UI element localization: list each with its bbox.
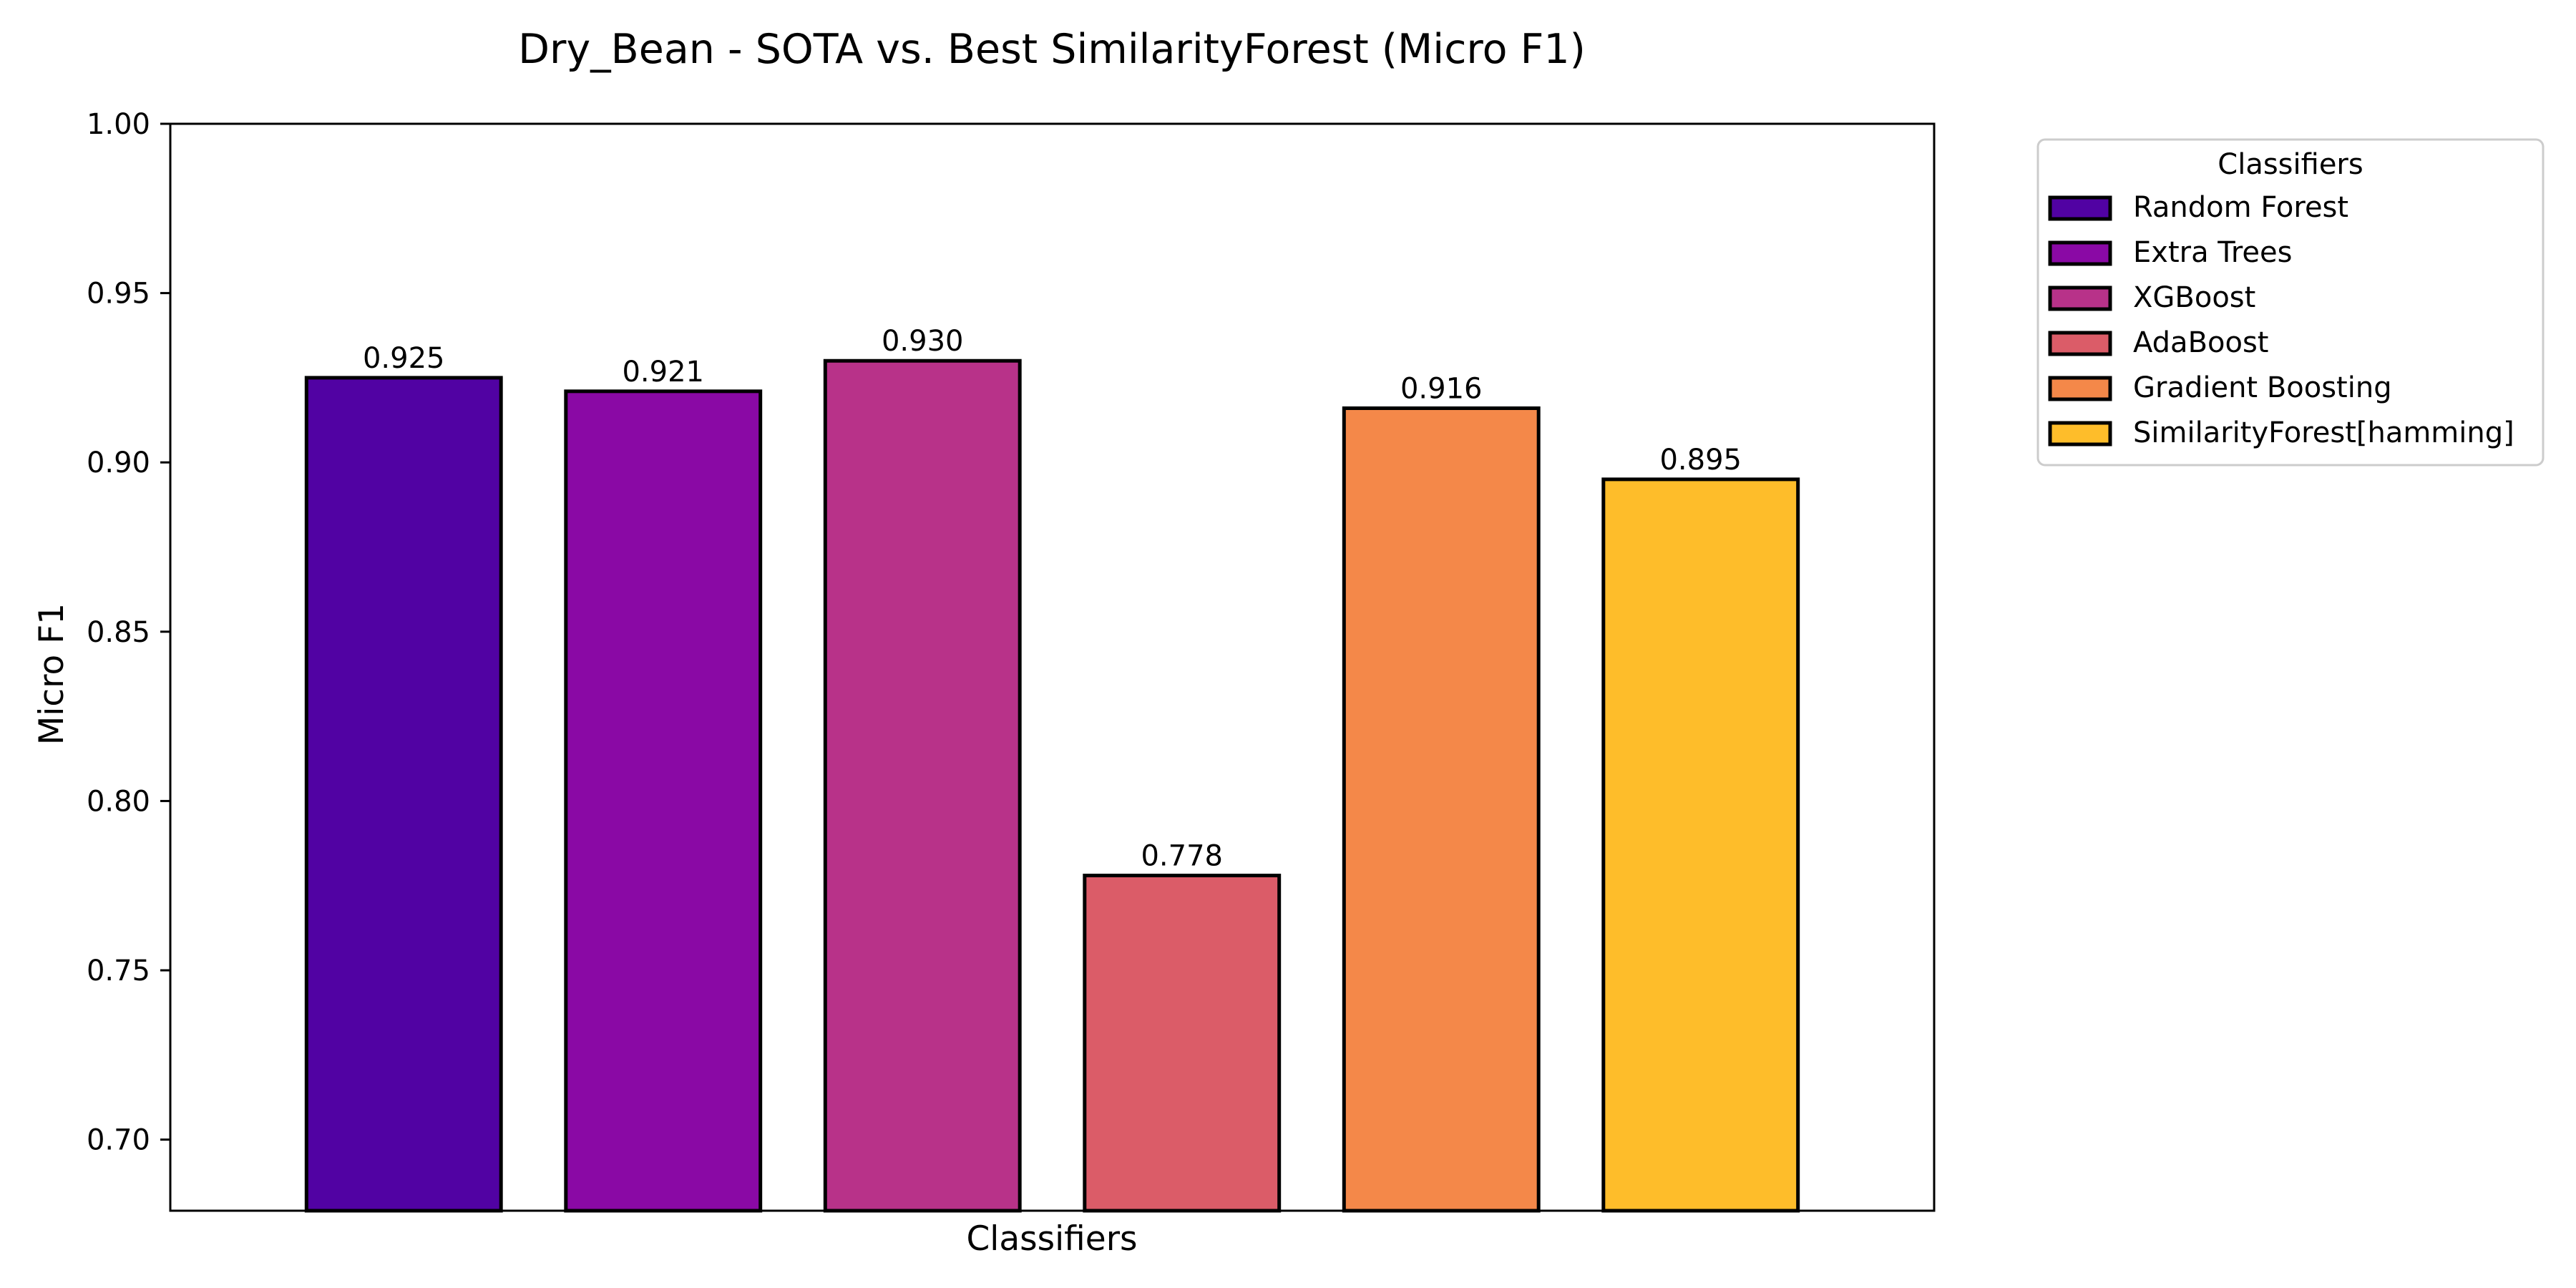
bar xyxy=(1342,406,1541,1213)
bars xyxy=(304,358,1800,1213)
y-tick-label: 0.80 xyxy=(87,785,150,818)
bar xyxy=(823,358,1022,1213)
bar-value-labels: 0.925 0.921 0.930 0.778 0.916 0.895 xyxy=(363,325,1742,872)
legend-label: Random Forest xyxy=(2133,191,2348,224)
bar-value-label: 0.916 xyxy=(1400,372,1483,405)
y-tick-label: 0.85 xyxy=(87,616,150,649)
legend-label: Extra Trees xyxy=(2133,236,2292,269)
plot-area-frame xyxy=(169,122,1936,1212)
y-tick-label: 1.00 xyxy=(87,108,150,141)
bar xyxy=(1083,874,1282,1213)
y-tick-label: 0.95 xyxy=(87,278,150,311)
y-tick-label: 0.70 xyxy=(87,1124,150,1157)
bar-value-label: 0.895 xyxy=(1659,444,1742,477)
legend-swatch xyxy=(2048,331,2112,356)
y-axis-label: Micro F1 xyxy=(32,603,72,745)
legend-label: AdaBoost xyxy=(2133,326,2268,359)
bar-value-label: 0.925 xyxy=(363,342,445,375)
legend-swatch xyxy=(2048,376,2112,401)
y-axis-ticks: 0.70 0.75 0.80 0.85 0.90 0.95 1.00 xyxy=(87,108,170,1157)
legend-swatch xyxy=(2048,421,2112,447)
bar xyxy=(1601,477,1800,1213)
legend-label: Gradient Boosting xyxy=(2133,371,2392,404)
x-axis-label: Classifiers xyxy=(966,1219,1137,1259)
bar-value-label: 0.921 xyxy=(622,356,704,389)
bar xyxy=(304,376,503,1213)
legend-label: XGBoost xyxy=(2133,281,2255,314)
y-tick-label: 0.90 xyxy=(87,447,150,479)
bar xyxy=(564,389,763,1213)
legend-swatch xyxy=(2048,286,2112,311)
bar-value-label: 0.930 xyxy=(882,325,964,358)
y-tick-label: 0.75 xyxy=(87,955,150,987)
legend-label: SimilarityForest[hamming] xyxy=(2133,416,2514,449)
legend: Classifiers Random Forest Extra Trees XGBo… xyxy=(2036,138,2545,467)
chart-title: Dry_Bean - SOTA vs. Best SimilarityFores… xyxy=(518,26,1586,73)
legend-swatch xyxy=(2048,195,2112,221)
legend-title: Classifiers xyxy=(2218,148,2363,181)
bar-value-label: 0.778 xyxy=(1141,840,1223,873)
legend-swatch xyxy=(2048,240,2112,266)
legend-items: Random Forest Extra Trees XGBoost AdaBoost G… xyxy=(2048,191,2514,449)
legend-frame xyxy=(2036,138,2545,467)
